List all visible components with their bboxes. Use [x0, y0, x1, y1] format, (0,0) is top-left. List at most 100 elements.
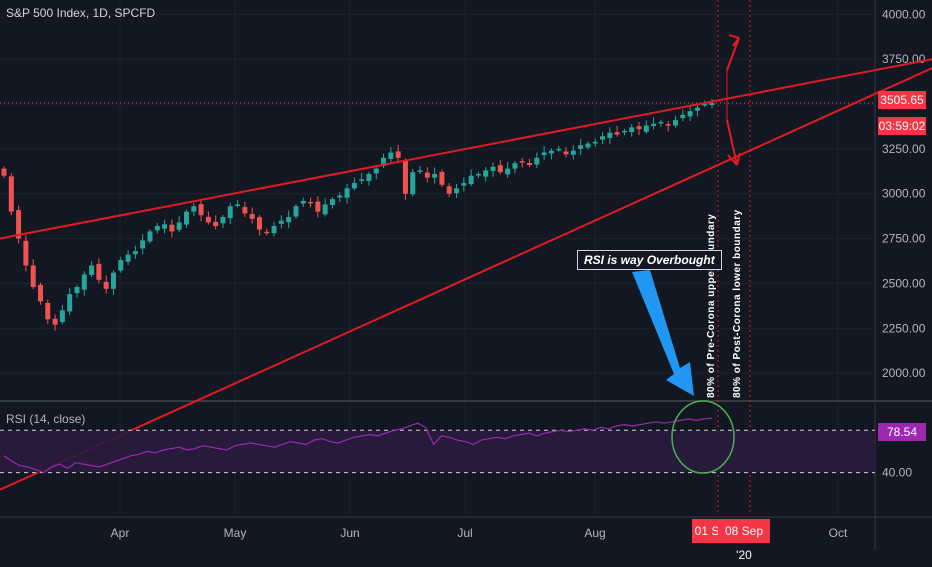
arrow-up-shape: [726, 34, 740, 71]
y-tick-label: 4000.00: [882, 7, 926, 21]
candle-body: [162, 224, 168, 229]
candle-body: [439, 171, 445, 185]
candle-body: [570, 150, 576, 155]
candle-body: [512, 163, 518, 169]
candle-body: [680, 114, 686, 119]
candle-body: [191, 206, 197, 212]
candle-body: [154, 226, 160, 231]
candle-body: [643, 125, 649, 132]
candle-body: [388, 152, 394, 159]
candle-body: [308, 201, 314, 204]
candle-body: [651, 123, 657, 127]
candle-body: [607, 132, 613, 138]
y-tick-label: 3250.00: [882, 142, 926, 156]
chart-canvas[interactable]: 4000.003750.003500.003250.003000.002750.…: [0, 0, 932, 550]
candle-body: [600, 136, 606, 140]
x-tick-label: Apr: [111, 526, 130, 540]
candle-body: [271, 226, 277, 234]
candle-body: [454, 188, 460, 194]
candle-body: [468, 175, 474, 185]
candle-body: [30, 265, 36, 287]
y-tick-label: 3000.00: [882, 187, 926, 201]
candle-body: [220, 217, 226, 224]
candle-body: [59, 310, 65, 322]
x-tick-label: Oct: [829, 526, 848, 540]
candle-body: [673, 120, 679, 126]
candle-body: [483, 170, 489, 177]
candle-body: [1, 168, 7, 176]
candle-body: [592, 141, 598, 144]
candle-body: [103, 281, 109, 289]
candle-body: [256, 217, 262, 230]
candle-body: [614, 132, 620, 135]
candle-body: [373, 168, 379, 174]
candle-body: [534, 157, 540, 165]
candle-body: [45, 302, 51, 320]
candle-body: [424, 172, 430, 178]
candle-body: [366, 173, 372, 181]
candle-body: [23, 240, 29, 266]
x-tick-label: Aug: [584, 526, 605, 540]
candle-body: [527, 163, 533, 166]
candle-body: [344, 188, 350, 198]
y-tick-label: 2500.00: [882, 276, 926, 290]
candle-body: [198, 204, 204, 216]
candle-body: [432, 173, 438, 178]
candle-body: [293, 206, 299, 217]
candle-body: [475, 173, 481, 176]
candle-body: [286, 217, 292, 223]
candle-body: [16, 210, 22, 239]
candle-body: [381, 157, 387, 166]
candle-body: [81, 274, 87, 290]
candle-body: [213, 221, 219, 227]
candle-body: [227, 206, 233, 219]
candle-body: [585, 143, 591, 148]
callout-arrow: [632, 270, 694, 396]
candle-body: [132, 251, 138, 255]
candle-body: [446, 186, 452, 194]
countdown-tag: 03:59:02: [878, 117, 926, 135]
candle-body: [147, 231, 153, 242]
date-tag-1: 01 S: [692, 519, 722, 543]
candle-body: [490, 166, 496, 171]
candle-body: [563, 151, 569, 155]
candle-body: [329, 199, 335, 206]
rsi-highlight-circle: [671, 400, 735, 474]
candle-body: [110, 272, 116, 289]
candle-body: [395, 151, 401, 158]
y-tick-label: 2750.00: [882, 232, 926, 246]
candle-body: [322, 204, 328, 215]
candle-body: [183, 211, 189, 225]
candle-body: [67, 294, 73, 312]
candle-body: [37, 284, 43, 302]
candle-body: [169, 224, 175, 232]
x-tick-label: Jun: [340, 526, 359, 540]
rsi-title: RSI (14, close): [6, 412, 86, 426]
y-tick-label: 2000.00: [882, 366, 926, 380]
trendline: [0, 58, 932, 240]
annotation-label[interactable]: RSI is way Overbought: [577, 250, 722, 270]
vertical-label-lower: 80% of Post-Corona lower boundary: [732, 209, 743, 398]
candle-body: [249, 213, 255, 219]
arrow-down-shape: [726, 119, 741, 166]
candle-body: [8, 176, 14, 212]
candle-body: [118, 260, 124, 271]
candle-body: [125, 254, 131, 262]
candle-body: [315, 201, 321, 212]
candle-body: [556, 148, 562, 151]
candle-body: [709, 103, 715, 106]
candle-body: [242, 207, 248, 214]
candle-body: [461, 182, 467, 186]
candle-body: [497, 165, 503, 173]
rsi-line: [3, 417, 713, 474]
candle-body: [417, 170, 423, 172]
candle-body: [52, 318, 58, 325]
candle-body: [687, 111, 693, 117]
candle-body: [541, 152, 547, 156]
candle-body: [235, 204, 241, 206]
candle-body: [548, 150, 554, 154]
candle-body: [96, 263, 102, 280]
candle-body: [519, 161, 525, 163]
y-tick-label: 2250.00: [882, 321, 926, 335]
rsi-value-tag: 78.54: [878, 423, 926, 441]
